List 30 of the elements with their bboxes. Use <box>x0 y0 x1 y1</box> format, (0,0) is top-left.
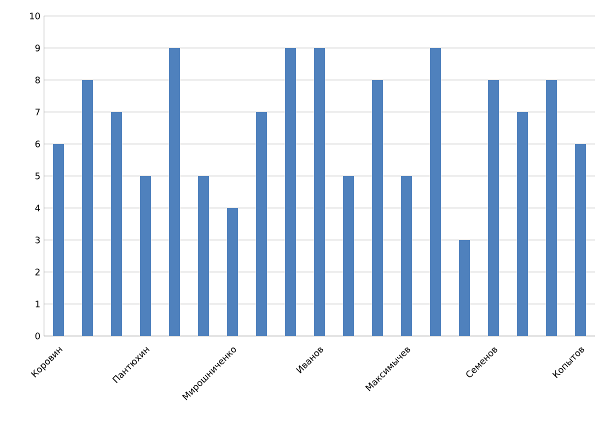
y-tick-label: 0 <box>35 332 40 340</box>
bar <box>517 112 528 336</box>
bar <box>111 112 122 336</box>
bar <box>140 176 151 336</box>
bar <box>372 80 384 336</box>
bar <box>401 176 412 336</box>
y-tick-label: 4 <box>35 204 40 212</box>
bar <box>459 240 470 336</box>
y-tick-label: 5 <box>35 172 40 180</box>
bar <box>82 80 93 336</box>
bar <box>227 208 238 336</box>
y-tick-label: 8 <box>35 76 40 84</box>
bar <box>256 112 268 336</box>
y-tick-label: 2 <box>35 268 40 276</box>
bar <box>488 80 500 336</box>
y-tick-label: 3 <box>35 236 40 244</box>
y-tick-label: 7 <box>36 108 40 116</box>
bar <box>53 144 64 336</box>
bar <box>169 48 180 336</box>
bar <box>285 48 296 336</box>
bar <box>198 176 210 336</box>
y-tick-label: 1 <box>36 300 40 308</box>
y-tick-label: 10 <box>30 12 40 20</box>
bar <box>575 144 586 336</box>
bar <box>546 80 558 336</box>
y-tick-label: 9 <box>35 44 40 52</box>
y-tick-label: 6 <box>35 140 40 148</box>
bar <box>430 48 442 336</box>
bar <box>314 48 326 336</box>
bar <box>343 176 354 336</box>
